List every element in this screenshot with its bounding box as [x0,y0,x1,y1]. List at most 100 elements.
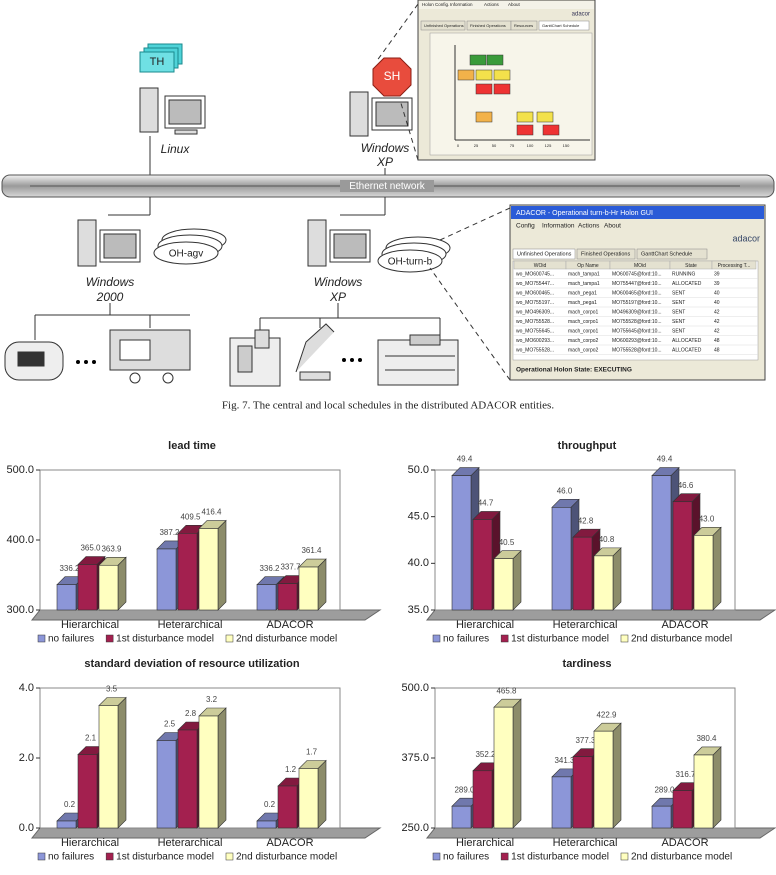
caption: Fig. 7. The central and local schedules … [222,400,554,412]
bar-front [198,715,219,829]
legend-swatch [620,634,629,643]
table-cell: 42 [714,309,720,315]
gantt-bar [493,83,511,95]
column-label: Op Name [577,263,599,269]
menu-item: Config [516,223,535,230]
legend-swatch [37,634,46,643]
table-cell: MO755645@ford:10... [612,328,662,334]
sh-label: SH [384,69,401,83]
value-label: 422.9 [596,710,617,719]
gantt-bar [536,111,554,123]
bar-side [512,698,522,829]
shop-floor [4,303,459,387]
bar [693,746,722,829]
th-icon [139,43,183,73]
bar-side [117,696,127,829]
bar-front [551,507,572,611]
bar-front [672,790,693,829]
window-title: ADACOR - Operational turn-b-Hr Holon GUI [516,210,653,217]
value-label: 2.8 [185,709,197,718]
legend-label: 1st disturbance model [511,852,609,863]
legend-label: no failures [48,852,94,863]
tab [538,20,590,31]
bar-side [217,519,227,611]
os-label: Windows [86,275,135,289]
column-label: State [685,263,697,269]
bar [593,547,622,611]
gantt-bar [475,69,493,81]
table-cell: MO496309@ford:10... [612,309,662,315]
table-cell: wo_MO755528... [516,319,554,325]
legend-label: 1st disturbance model [116,634,214,645]
bar-front [77,564,98,611]
bar-front [177,533,198,611]
legend-label: 2nd disturbance model [631,852,732,863]
os-label: XP [329,290,346,304]
os-label: 2000 [96,290,124,304]
oh-label: OH-agv [169,249,203,260]
bar-front [672,501,693,611]
value-label: 409.5 [180,512,201,521]
legend-swatch [500,634,509,643]
legend-label: no failures [443,634,489,645]
y-tick-label: 500.0 [401,682,429,694]
table-cell: 39 [714,271,720,277]
table-cell: mach_corpo2 [568,347,599,353]
value-label: 352.2 [475,750,496,759]
bar-side [317,558,327,611]
tab-label: Resources [514,23,533,28]
table-cell: MO755528@ford:10... [612,319,662,325]
x-tick-label: Heterarchical [553,619,618,631]
menu-item: About [508,2,521,7]
table-cell: 42 [714,319,720,325]
bar-side [612,722,622,829]
table-cell: SENT [672,328,685,334]
column-header [711,260,757,270]
x-tick-label: Hierarchical [456,619,514,631]
status: Operational Holon State: EXECUTING [516,367,632,374]
menu-item: Information [542,223,575,230]
bar-front [256,584,277,611]
gantt-tick: 100 [527,143,534,148]
bar-front [177,729,198,829]
logo: adacor [732,233,760,243]
gantt-tick: 25 [474,143,479,148]
legend-swatch [432,634,441,643]
x-tick-label: ADACOR [266,619,313,631]
gantt-bar [486,54,504,66]
os-label: Windows [361,141,410,155]
bar-front [493,558,514,611]
sh-icon [372,57,412,97]
value-label: 40.8 [599,535,615,544]
os-label: XP [376,155,393,169]
table-cell: 42 [714,328,720,334]
value-label: 42.8 [578,516,594,525]
legend-swatch [225,852,234,861]
x-tick-label: ADACOR [661,837,708,849]
gantt-tick: 125 [545,143,552,148]
bar-front [451,805,472,829]
bar-front [277,785,298,829]
bar-front [651,475,672,611]
table-cell: 48 [714,347,720,353]
bar-front [298,566,319,611]
os-label: Linux [161,142,191,156]
gantt-bar [493,69,511,81]
y-tick-label: 400.0 [6,534,34,546]
chart-title: lead time [168,440,216,452]
bar [493,698,522,829]
value-label: 336.2 [59,564,80,573]
bar-front [693,754,714,829]
table-cell: 40 [714,300,720,306]
gantt-bar [475,111,493,123]
oh-label: OH-turn-b [388,257,433,268]
legend-swatch [105,852,114,861]
legend-label: 2nd disturbance model [236,634,337,645]
bar-side [317,759,327,829]
legend-swatch [620,852,629,861]
y-tick-label: 375.0 [401,752,429,764]
gantt-bar [516,124,534,136]
value-label: 2.5 [164,720,176,729]
bar-front [98,564,119,611]
